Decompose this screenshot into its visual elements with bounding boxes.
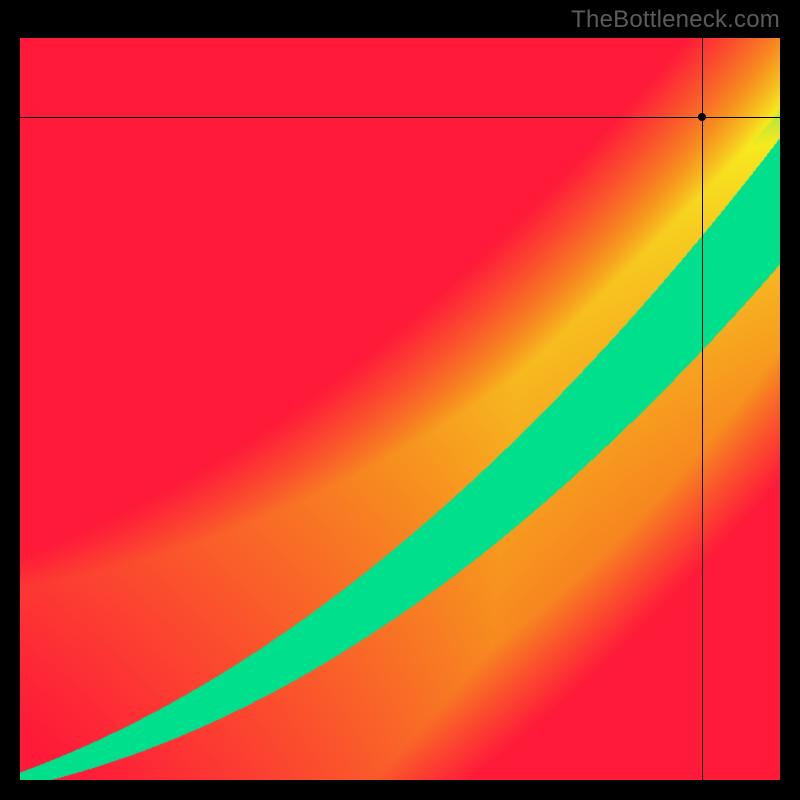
bottleneck-heatmap: { "watermark": { "text": "TheBottleneck.… — [0, 0, 800, 800]
plot-area — [20, 38, 780, 780]
heatmap-canvas — [20, 38, 780, 780]
watermark-text: TheBottleneck.com — [571, 6, 780, 34]
crosshair-marker-dot — [698, 113, 706, 121]
crosshair-horizontal — [20, 117, 780, 118]
crosshair-vertical — [702, 38, 703, 780]
